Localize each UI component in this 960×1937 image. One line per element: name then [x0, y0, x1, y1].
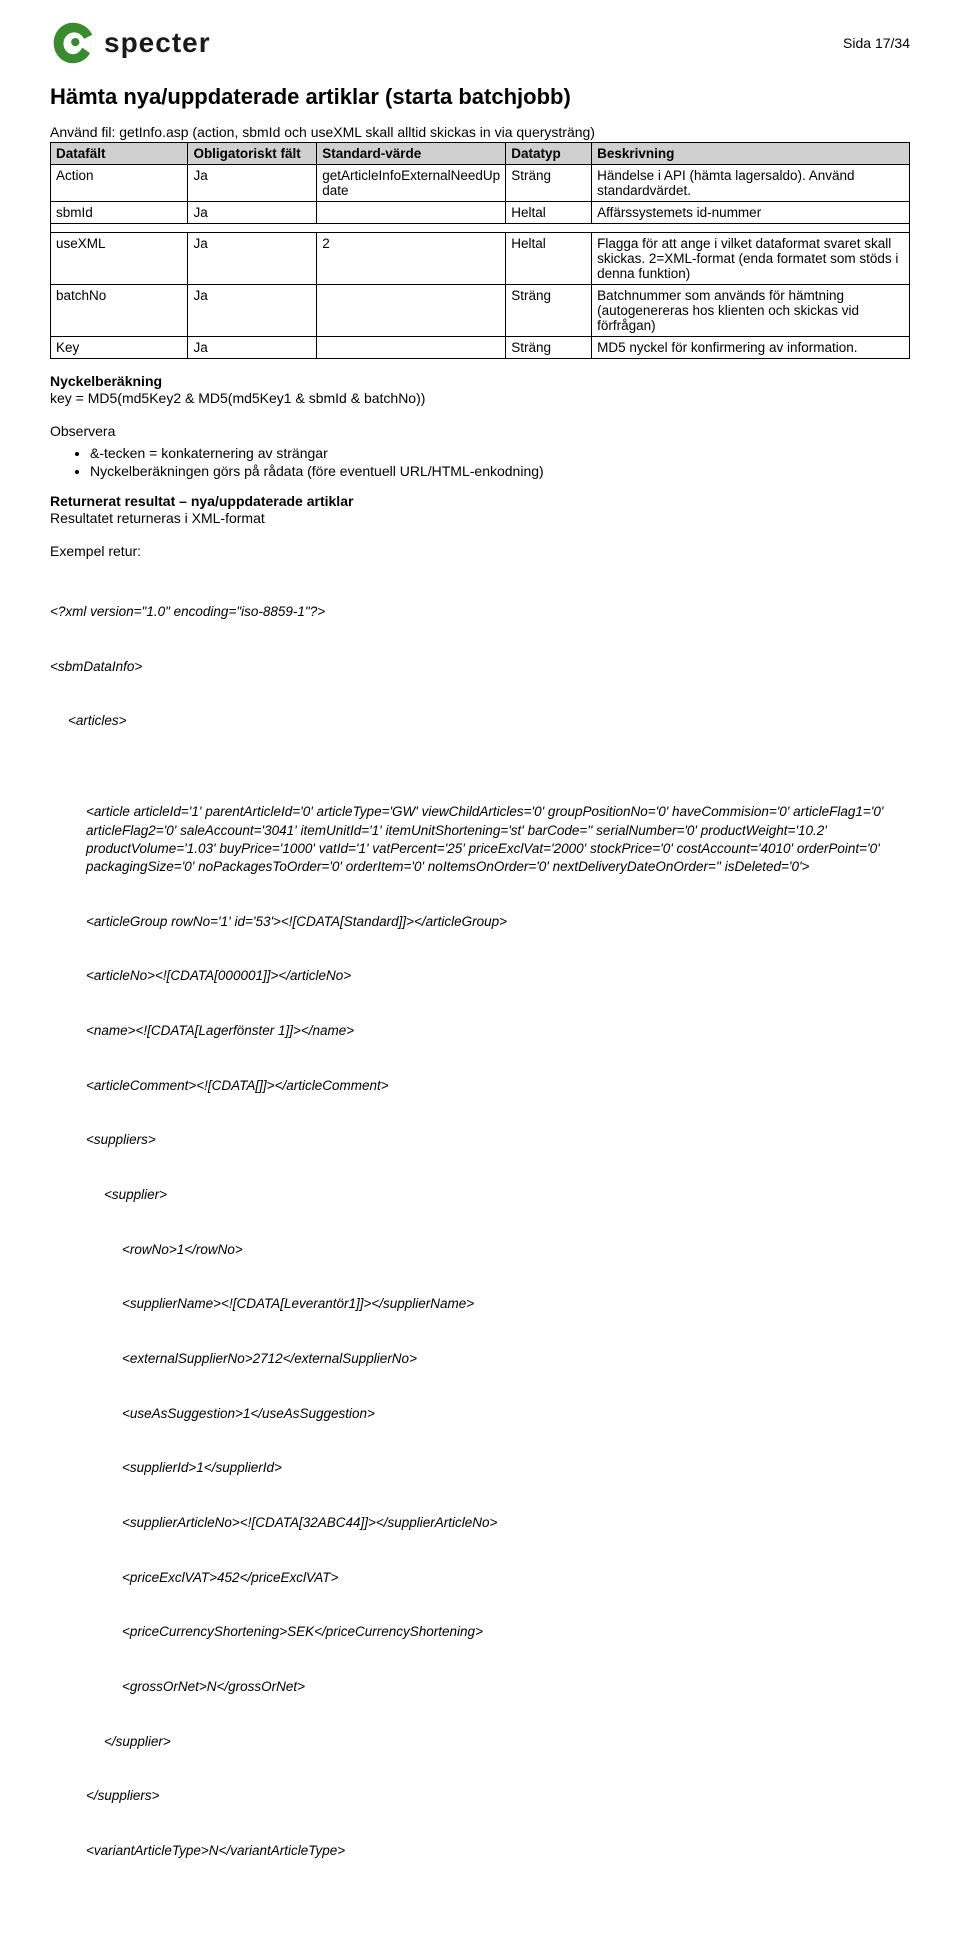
cell: Flagga för att ange i vilket dataformat … [592, 233, 910, 285]
cell [317, 202, 506, 224]
cell: Heltal [506, 202, 592, 224]
observe-heading: Observera [50, 422, 910, 441]
xml-line: <articleComment><![CDATA[]]></articleCom… [50, 1077, 910, 1095]
cell: Sträng [506, 337, 592, 359]
th-datafalt: Datafält [51, 143, 188, 165]
cell: useXML [51, 233, 188, 285]
xml-line: <supplierId>1</supplierId> [50, 1459, 910, 1477]
cell: MD5 nyckel för konfirmering av informati… [592, 337, 910, 359]
xml-line: <articles> [50, 712, 910, 730]
xml-article-open: <article articleId='1' parentArticleId='… [50, 803, 910, 876]
xml-line: <suppliers> [50, 1131, 910, 1149]
cell: batchNo [51, 285, 188, 337]
cell: sbmId [51, 202, 188, 224]
cell [317, 337, 506, 359]
cell: Sträng [506, 165, 592, 202]
xml-line: <supplierName><![CDATA[Leverantör1]]></s… [50, 1295, 910, 1313]
cell [317, 285, 506, 337]
table-row: useXML Ja 2 Heltal Flagga för att ange i… [51, 233, 910, 285]
cell: 2 [317, 233, 506, 285]
table-row: batchNo Ja Sträng Batchnummer som använd… [51, 285, 910, 337]
page-number: Sida 17/34 [843, 35, 910, 51]
xml-line: <rowNo>1</rowNo> [50, 1241, 910, 1259]
cell: Sträng [506, 285, 592, 337]
cell: getArticleInfoExternalNeedUpdate [317, 165, 506, 202]
table-row: Action Ja getArticleInfoExternalNeedUpda… [51, 165, 910, 202]
logo-text: specter [104, 27, 211, 59]
cell: Heltal [506, 233, 592, 285]
cell: Affärssystemets id-nummer [592, 202, 910, 224]
xml-line: </supplier> [50, 1733, 910, 1751]
return-heading: Returnerat resultat – nya/uppdaterade ar… [50, 493, 910, 509]
return-sub: Resultatet returneras i XML-format [50, 509, 910, 528]
xml-line: <variantArticleType>N</variantArticleTyp… [50, 1842, 910, 1860]
xml-line: <supplier> [50, 1186, 910, 1204]
xml-line: <name><![CDATA[Lagerfönster 1]]></name> [50, 1022, 910, 1040]
xml-line: <priceExclVAT>452</priceExclVAT> [50, 1569, 910, 1587]
logo: specter [50, 20, 211, 66]
th-standard: Standard-värde [317, 143, 506, 165]
cell: Ja [188, 285, 317, 337]
xml-line: <articleGroup rowNo='1' id='53'><![CDATA… [50, 913, 910, 931]
list-item: &-tecken = konkaternering av strängar [90, 445, 910, 461]
file-usage-line: Använd fil: getInfo.asp (action, sbmId o… [50, 124, 910, 140]
table-row: sbmId Ja Heltal Affärssystemets id-numme… [51, 202, 910, 224]
table-header-row: Datafält Obligatoriskt fält Standard-vär… [51, 143, 910, 165]
xml-line: <externalSupplierNo>2712</externalSuppli… [50, 1350, 910, 1368]
xml-line: <grossOrNet>N</grossOrNet> [50, 1678, 910, 1696]
page-title: Hämta nya/uppdaterade artiklar (starta b… [50, 84, 910, 110]
th-obligatoriskt: Obligatoriskt fält [188, 143, 317, 165]
cell: Ja [188, 233, 317, 285]
th-beskrivning: Beskrivning [592, 143, 910, 165]
parameters-table: Datafält Obligatoriskt fält Standard-vär… [50, 142, 910, 359]
xml-line: <priceCurrencyShortening>SEK</priceCurre… [50, 1623, 910, 1641]
cell: Batchnummer som används för hämtning (au… [592, 285, 910, 337]
cell: Ja [188, 202, 317, 224]
page-header: specter Sida 17/34 [50, 20, 910, 66]
xml-line: <?xml version="1.0" encoding="iso-8859-1… [50, 603, 910, 621]
observe-list: &-tecken = konkaternering av strängar Ny… [50, 445, 910, 479]
xml-line: </suppliers> [50, 1787, 910, 1805]
keycalc-heading: Nyckelberäkning [50, 373, 910, 389]
cell: Ja [188, 337, 317, 359]
logo-icon [50, 20, 96, 66]
xml-line: <useAsSuggestion>1</useAsSuggestion> [50, 1405, 910, 1423]
xml-example: <?xml version="1.0" encoding="iso-8859-1… [50, 567, 910, 1897]
cell: Händelse i API (hämta lagersaldo). Använ… [592, 165, 910, 202]
xml-line: <supplierArticleNo><![CDATA[32ABC44]]></… [50, 1514, 910, 1532]
cell: Ja [188, 165, 317, 202]
cell: Key [51, 337, 188, 359]
xml-line: <sbmDataInfo> [50, 658, 910, 676]
th-datatyp: Datatyp [506, 143, 592, 165]
table-spacer [51, 224, 910, 233]
list-item: Nyckelberäkningen görs på rådata (före e… [90, 463, 910, 479]
table-row: Key Ja Sträng MD5 nyckel för konfirmerin… [51, 337, 910, 359]
example-heading: Exempel retur: [50, 542, 910, 561]
cell: Action [51, 165, 188, 202]
keycalc-formula: key = MD5(md5Key2 & MD5(md5Key1 & sbmId … [50, 389, 910, 408]
xml-line: <articleNo><![CDATA[000001]]></articleNo… [50, 967, 910, 985]
